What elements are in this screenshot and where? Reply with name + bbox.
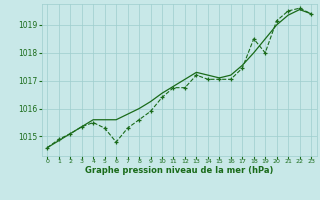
X-axis label: Graphe pression niveau de la mer (hPa): Graphe pression niveau de la mer (hPa) xyxy=(85,166,273,175)
